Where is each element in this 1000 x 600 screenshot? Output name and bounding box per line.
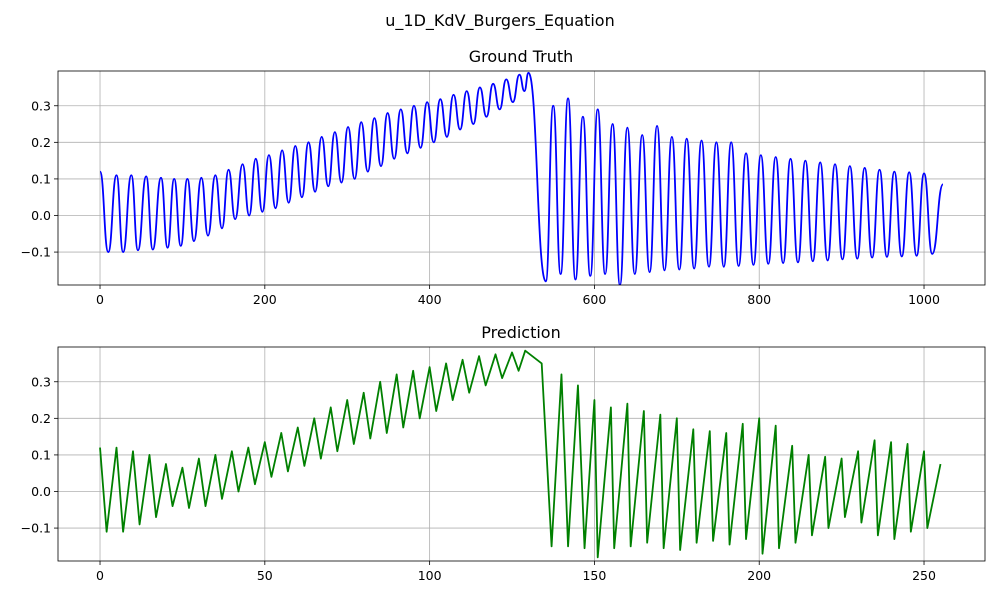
prediction-ytick-label: 0.3 xyxy=(31,374,51,389)
prediction-xtick-label: 150 xyxy=(582,568,606,583)
ground-truth-axes: Ground Truth 0 200 400 600 800 1000 −0.1 0.0 0.1… xyxy=(21,47,986,307)
ground-truth-xtick-label: 400 xyxy=(418,292,442,307)
ground-truth-ytick-label: 0.1 xyxy=(31,171,51,186)
prediction-grid xyxy=(58,347,985,561)
prediction-ticks: 0 50 100 150 200 250 −0.1 0.0 0.1 0.2 0.3 xyxy=(21,374,936,583)
ground-truth-grid xyxy=(58,71,985,285)
prediction-xtick-label: 50 xyxy=(257,568,273,583)
prediction-plot-area xyxy=(99,349,942,559)
ground-truth-xtick-label: 200 xyxy=(253,292,277,307)
ground-truth-xtick-label: 0 xyxy=(96,292,104,307)
ground-truth-ticks: 0 200 400 600 800 1000 −0.1 0.0 0.1 0.2 0.3 xyxy=(21,98,940,307)
ground-truth-xtick-label: 600 xyxy=(582,292,606,307)
prediction-ytick-label: 0.1 xyxy=(31,447,51,462)
prediction-ytick-label: 0.2 xyxy=(31,411,51,426)
figure-title: u_1D_KdV_Burgers_Equation xyxy=(385,11,614,31)
ground-truth-frame xyxy=(57,70,986,286)
ground-truth-xtick-label: 1000 xyxy=(908,292,940,307)
prediction-xtick-label: 100 xyxy=(418,568,442,583)
prediction-series-line xyxy=(99,349,942,559)
prediction-ytick-label: −0.1 xyxy=(21,521,51,536)
ground-truth-title: Ground Truth xyxy=(469,47,574,66)
prediction-xtick-label: 0 xyxy=(96,568,104,583)
ground-truth-ytick-label: −0.1 xyxy=(21,245,51,260)
prediction-title: Prediction xyxy=(481,323,560,342)
prediction-xtick-label: 200 xyxy=(747,568,771,583)
ground-truth-ytick-label: 0.0 xyxy=(31,208,51,223)
ground-truth-xtick-label: 800 xyxy=(747,292,771,307)
prediction-frame xyxy=(57,346,986,562)
prediction-xtick-label: 250 xyxy=(912,568,936,583)
ground-truth-ytick-label: 0.2 xyxy=(31,135,51,150)
ground-truth-series-line xyxy=(99,71,944,285)
ground-truth-plot-area xyxy=(99,71,944,285)
ground-truth-ytick-label: 0.3 xyxy=(31,98,51,113)
prediction-axes: Prediction 0 50 100 150 200 250−0.10.00.10.20… xyxy=(21,323,986,583)
prediction-ytick-label: 0.0 xyxy=(31,484,51,499)
